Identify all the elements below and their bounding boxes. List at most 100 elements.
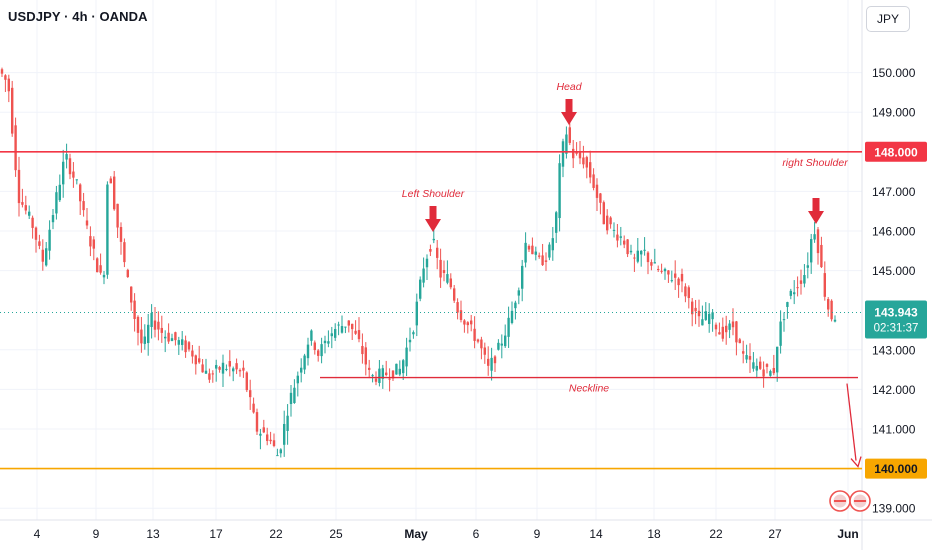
candle-body <box>602 202 605 225</box>
candle-body <box>72 171 75 178</box>
candle-body <box>269 439 272 442</box>
candle-body <box>17 169 21 204</box>
candle-body <box>170 338 174 341</box>
candle-body <box>816 229 820 254</box>
candle-body <box>191 350 194 357</box>
candle-body <box>742 351 745 354</box>
candle-body <box>738 339 741 344</box>
candle-body <box>344 326 347 328</box>
candle-body <box>425 258 429 268</box>
candle-body <box>534 251 537 255</box>
candle-body <box>388 378 391 380</box>
last-price-tag[interactable] <box>865 300 927 339</box>
candle-body <box>640 250 643 255</box>
candle-body <box>232 368 235 372</box>
candle-body <box>487 358 490 366</box>
candle-body <box>432 238 435 241</box>
candle-body <box>327 341 330 344</box>
candle-body <box>412 332 415 335</box>
candle-body <box>283 423 286 445</box>
candle-body <box>419 279 422 299</box>
candle-body <box>55 192 58 214</box>
candle-body <box>667 270 670 275</box>
candle-body <box>150 312 153 327</box>
candle-body <box>585 157 588 168</box>
time-tick-label: May <box>404 527 428 541</box>
candle-body <box>650 262 653 266</box>
candle-body <box>255 412 259 432</box>
candle-body <box>599 193 602 203</box>
candle-body <box>422 268 425 283</box>
candle-body <box>772 367 775 374</box>
candle-body <box>721 326 724 339</box>
candle-body <box>296 375 299 384</box>
candle-body <box>548 244 551 258</box>
pattern-label: right Shoulder <box>782 157 848 169</box>
price-tick-label: 146.000 <box>872 225 916 239</box>
candle-body <box>476 339 480 342</box>
candle-body <box>759 361 762 369</box>
candle-body <box>221 362 225 374</box>
candle-body <box>830 300 833 320</box>
candle-body <box>449 278 452 288</box>
neckline-label: Neckline <box>569 383 609 395</box>
candle-body <box>62 161 65 185</box>
candle-body <box>446 274 449 283</box>
candle-body <box>531 245 534 255</box>
candle-body <box>609 217 612 225</box>
candle-body <box>58 184 61 201</box>
level-price-label: 140.000 <box>874 462 918 476</box>
candle-body <box>116 203 119 228</box>
candle-body <box>218 367 221 370</box>
candle-body <box>123 242 126 263</box>
candle-body <box>793 292 796 295</box>
candle-body <box>38 241 41 246</box>
candle-body <box>334 329 337 338</box>
candle-body <box>252 403 255 413</box>
flag-stripe <box>834 500 846 502</box>
price-tick-label: 143.000 <box>872 343 916 357</box>
candle-body <box>204 370 208 374</box>
candle-body <box>782 319 786 321</box>
candle-body <box>541 255 544 266</box>
candle-body <box>31 217 34 228</box>
currency-button[interactable]: JPY <box>866 6 910 32</box>
candle-body <box>371 375 374 377</box>
candle-body <box>337 324 340 326</box>
candle-body <box>752 362 755 369</box>
candle-body <box>575 151 578 154</box>
candle-body <box>463 320 466 325</box>
candle-body <box>395 363 398 375</box>
candle-body <box>755 365 758 371</box>
candle-body <box>653 262 656 264</box>
candle-body <box>517 290 520 296</box>
candle-body <box>340 326 344 333</box>
candle-body <box>466 322 469 326</box>
candle-body <box>320 344 323 357</box>
candle-body <box>354 330 357 334</box>
candle-body <box>623 240 626 245</box>
candle-body <box>364 347 367 365</box>
candle-body <box>85 220 89 226</box>
candle-body <box>514 302 517 309</box>
candle-body <box>521 265 524 289</box>
candle-body <box>442 270 446 273</box>
candle-body <box>728 323 731 330</box>
candle-body <box>276 455 279 457</box>
candle-body <box>398 368 401 375</box>
candle-body <box>208 373 211 380</box>
candle-body <box>330 333 333 337</box>
candle-body <box>538 255 541 257</box>
down-arrow-icon <box>808 198 824 225</box>
candle-body <box>490 357 493 371</box>
candle-body <box>368 367 371 370</box>
candle-body <box>691 301 694 315</box>
candle-body <box>347 320 350 326</box>
candle-body <box>51 215 55 223</box>
candle-body <box>616 234 619 241</box>
candle-body <box>473 328 476 341</box>
candle-body <box>657 268 660 270</box>
candle-body <box>735 321 738 343</box>
bar-countdown: 02:31:37 <box>874 322 919 334</box>
